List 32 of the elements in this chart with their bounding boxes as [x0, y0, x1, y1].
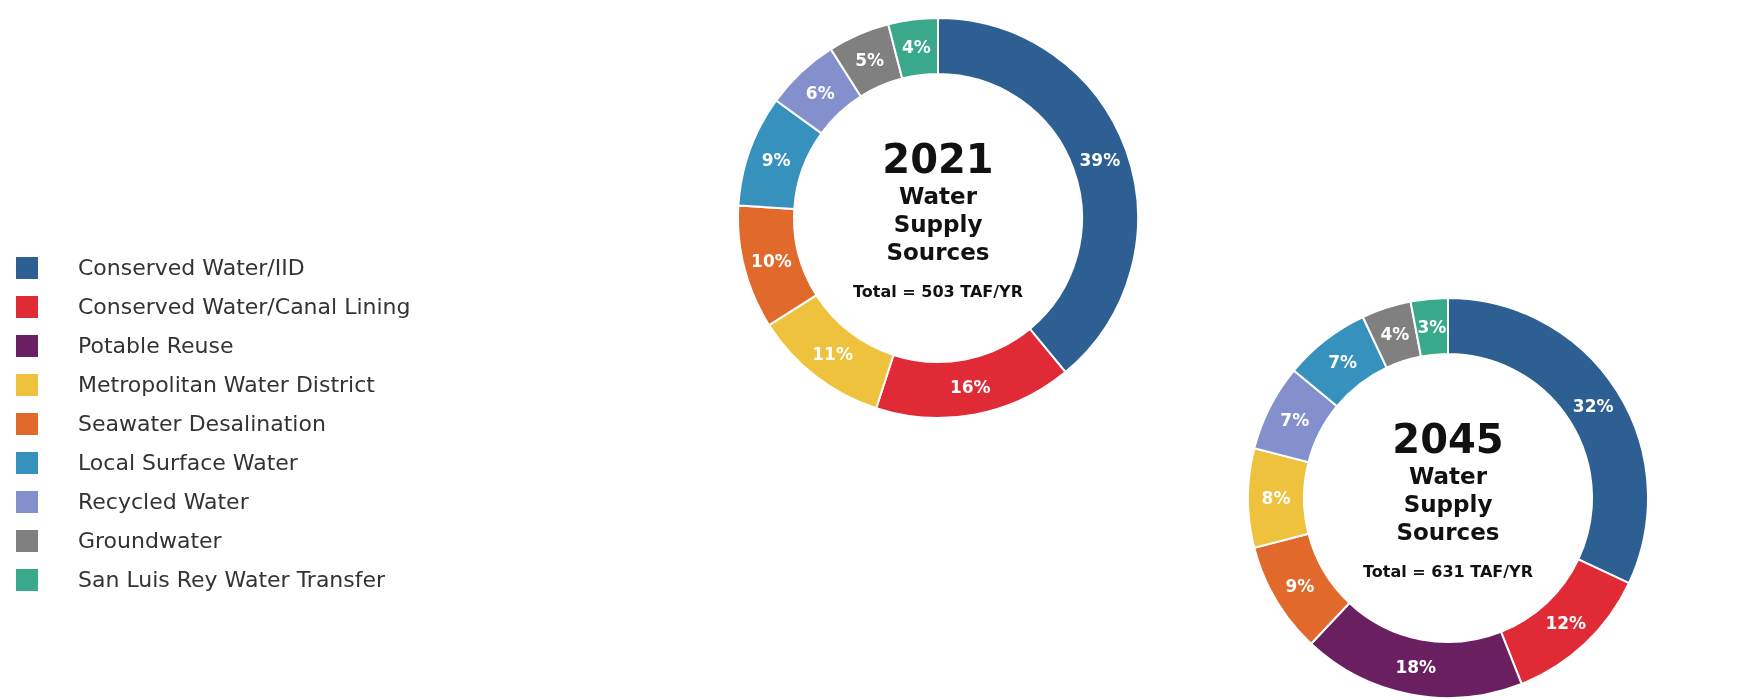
text: 2021	[882, 135, 994, 182]
legend-label: Potable Reuse	[78, 333, 234, 358]
legend-label: Seawater Desalination	[78, 411, 326, 436]
text: 2045	[1392, 415, 1504, 462]
data-label: 16%	[949, 376, 991, 397]
data-label: 3%	[1417, 316, 1447, 337]
data-label: 10%	[751, 250, 792, 271]
data-label: 4%	[902, 37, 931, 58]
data-label: 9%	[1285, 575, 1315, 596]
data-label: 7%	[1280, 409, 1310, 430]
data-label: 8%	[1261, 488, 1291, 508]
legend-label: Metropolitan Water District	[78, 372, 375, 397]
data-label: 32%	[1572, 395, 1614, 416]
data-label: 12%	[1545, 613, 1587, 634]
legend-label: Groundwater	[78, 528, 222, 553]
data-label: 11%	[812, 343, 853, 364]
data-label: 18%	[1395, 656, 1437, 677]
text: Total = 503 TAF/YR	[853, 281, 1023, 301]
text: Total = 631 TAF/YR	[1363, 561, 1533, 581]
legend-label: San Luis Rey Water Transfer	[78, 567, 386, 592]
legend-label: Recycled Water	[78, 489, 249, 514]
data-label: 9%	[761, 149, 791, 170]
legend-label: Conserved Water/IID	[78, 255, 305, 280]
text: Water Supply Sources	[1395, 461, 1501, 546]
data-label: 4%	[1380, 324, 1410, 345]
data-label: 39%	[1079, 149, 1121, 170]
legend-label: Local Surface Water	[78, 450, 298, 475]
text: Water Supply Sources	[885, 181, 991, 266]
data-label: 7%	[1328, 352, 1358, 373]
data-label: 6%	[805, 82, 835, 103]
legend-label: Conserved Water/Canal Lining	[78, 294, 411, 319]
data-label: 5%	[855, 50, 885, 71]
